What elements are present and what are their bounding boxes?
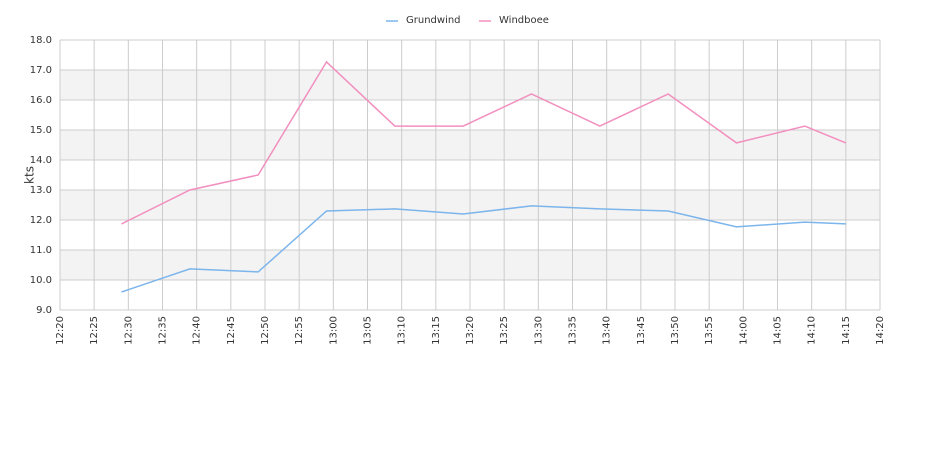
line	[121, 60, 847, 225]
line	[121, 205, 846, 293]
y-tick-label: 18.0	[30, 35, 52, 46]
legend-label: Windboee	[499, 15, 549, 26]
y-tick-label: 10.0	[30, 275, 52, 286]
x-tick-label: 12:25	[89, 316, 100, 345]
x-tick-label: 12:20	[55, 316, 66, 345]
x-tick-label: 13:50	[670, 316, 681, 345]
x-tick-label: 12:30	[123, 316, 134, 345]
y-tick-label: 11.0	[30, 245, 52, 256]
y-tick-label: 17.0	[30, 65, 52, 76]
x-tick-label: 14:20	[875, 316, 886, 345]
x-tick-label: 12:55	[294, 316, 305, 345]
y-tick-label: 15.0	[30, 125, 52, 136]
y-tick-label: 16.0	[30, 95, 52, 106]
x-tick-label: 14:15	[841, 316, 852, 345]
y-tick-label: 14.0	[30, 155, 52, 166]
x-tick-label: 13:00	[328, 316, 339, 345]
y-tick-label: 12.0	[30, 215, 52, 226]
x-tick-label: 12:40	[192, 316, 203, 345]
x-tick-label: 13:05	[363, 316, 374, 345]
legend-label: Grundwind	[406, 15, 461, 26]
x-tick-label: 12:50	[260, 316, 271, 345]
x-tick-label: 14:10	[807, 316, 818, 345]
x-tick-label: 12:45	[226, 316, 237, 345]
x-tick-label: 13:45	[636, 316, 647, 345]
y-tick-label: 13.0	[30, 185, 52, 196]
x-tick-label: 13:55	[704, 316, 715, 345]
x-tick-label: 13:30	[533, 316, 544, 345]
x-tick-label: 13:40	[602, 316, 613, 345]
x-tick-label: 13:20	[465, 316, 476, 345]
x-tick-label: 13:15	[431, 316, 442, 345]
x-tick-label: 13:35	[568, 316, 579, 345]
x-tick-label: 13:10	[397, 316, 408, 345]
x-tick-label: 14:00	[738, 316, 749, 345]
y-axis-label: kts	[23, 166, 37, 184]
x-tick-label: 12:35	[158, 316, 169, 345]
y-tick-label: 9.0	[36, 305, 52, 316]
x-tick-label: 13:25	[499, 316, 510, 345]
x-tick-label: 14:05	[773, 316, 784, 345]
